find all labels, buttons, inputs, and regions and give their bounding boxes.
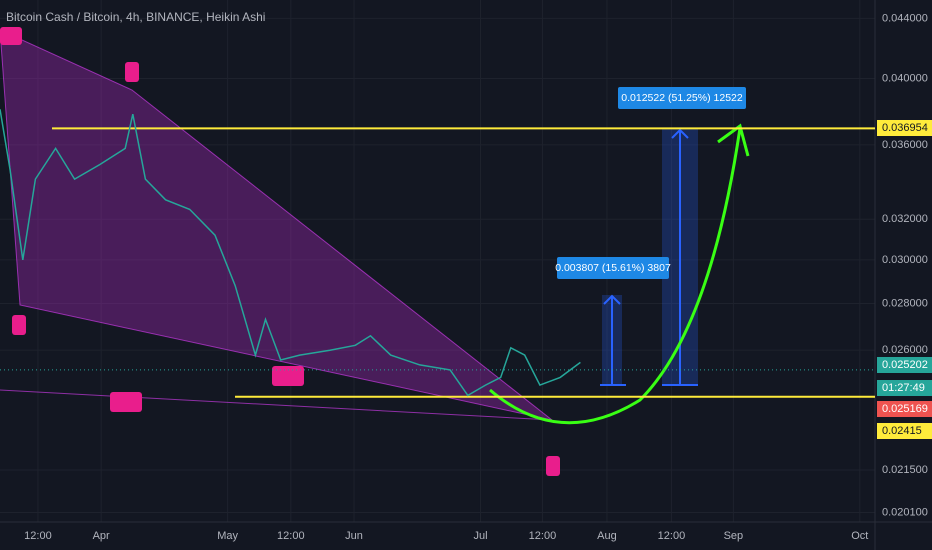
price-badge-label: 0.025169 xyxy=(882,403,928,415)
y-tick-label: 0.032000 xyxy=(882,213,928,225)
pattern-point xyxy=(12,315,26,335)
pattern-point xyxy=(272,366,304,386)
countdown-label: 01:27:49 xyxy=(882,382,925,394)
annotation-text: 0.003807 (15.61%) 3807 xyxy=(555,262,671,274)
x-tick-label: Apr xyxy=(93,530,110,542)
chart-title: Bitcoin Cash / Bitcoin, 4h, BINANCE, Hei… xyxy=(6,10,265,24)
price-badge xyxy=(877,423,932,439)
y-tick-label: 0.028000 xyxy=(882,297,928,309)
y-tick-label: 0.020100 xyxy=(882,506,928,518)
annotation-text: 0.012522 (51.25%) 12522 xyxy=(621,92,743,104)
pattern-point xyxy=(110,392,142,412)
x-tick-label: 12:00 xyxy=(277,530,305,542)
pattern-line xyxy=(0,389,553,421)
price-badge-label: 0.036954 xyxy=(882,122,928,134)
x-tick-label: Aug xyxy=(597,530,617,542)
price-badge xyxy=(877,357,932,373)
countdown-badge xyxy=(877,380,932,396)
y-tick-label: 0.030000 xyxy=(882,254,928,266)
pattern-point xyxy=(546,456,560,476)
y-tick-label: 0.040000 xyxy=(882,72,928,84)
x-tick-label: May xyxy=(217,530,238,542)
x-tick-label: 12:00 xyxy=(658,530,686,542)
x-tick-label: Jun xyxy=(345,530,363,542)
projection-arrowhead xyxy=(717,123,750,157)
price-badge-label: 0.025202 xyxy=(882,359,928,371)
price-badge xyxy=(877,401,932,417)
projection-curve xyxy=(489,127,742,425)
price-line-series xyxy=(0,109,581,397)
x-tick-label: 12:00 xyxy=(529,530,557,542)
x-tick-label: Oct xyxy=(851,530,868,542)
y-tick-label: 0.036000 xyxy=(882,139,928,151)
x-tick-label: Sep xyxy=(724,530,744,542)
pattern-point xyxy=(125,62,139,82)
price-badge-label: 0.02415 xyxy=(882,425,922,437)
pattern-point xyxy=(0,27,22,45)
x-tick-label: 12:00 xyxy=(24,530,52,542)
price-badge xyxy=(877,120,932,136)
annotation-box xyxy=(557,257,669,279)
annotation-box xyxy=(618,87,746,109)
x-tick-label: Jul xyxy=(473,530,487,542)
y-tick-label: 0.021500 xyxy=(882,464,928,476)
y-tick-label: 0.044000 xyxy=(882,12,928,24)
y-tick-label: 0.026000 xyxy=(882,344,928,356)
